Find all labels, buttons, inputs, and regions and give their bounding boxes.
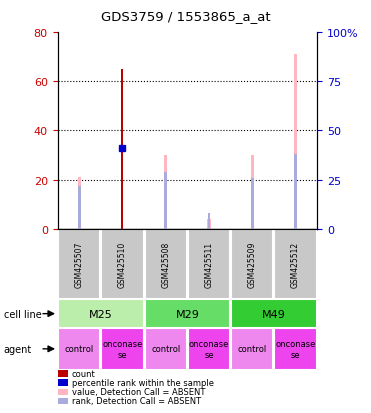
Bar [164, 172, 167, 229]
Bar [58, 229, 100, 299]
Bar [294, 55, 297, 229]
Text: agent: agent [4, 344, 32, 354]
Text: GSM425508: GSM425508 [161, 241, 170, 287]
Bar [275, 229, 317, 299]
Text: rank, Detection Call = ABSENT: rank, Detection Call = ABSENT [72, 396, 201, 406]
Text: control: control [151, 344, 180, 354]
Bar [58, 299, 144, 328]
Text: onconase
se: onconase se [275, 339, 316, 358]
Text: GSM425509: GSM425509 [248, 241, 257, 287]
Text: GSM425511: GSM425511 [204, 241, 213, 287]
Bar [188, 328, 230, 370]
Bar [78, 178, 81, 229]
Bar [231, 328, 273, 370]
Text: cell line: cell line [4, 309, 42, 319]
Text: value, Detection Call = ABSENT: value, Detection Call = ABSENT [72, 387, 205, 396]
Bar [101, 229, 144, 299]
Bar [294, 154, 297, 229]
Bar [251, 156, 254, 229]
Bar [78, 186, 81, 229]
Bar [188, 229, 230, 299]
Text: control: control [238, 344, 267, 354]
Text: GSM425510: GSM425510 [118, 241, 127, 287]
Bar [145, 328, 187, 370]
Text: control: control [65, 344, 94, 354]
Text: count: count [72, 369, 95, 378]
Bar [207, 219, 210, 229]
Text: M49: M49 [262, 309, 286, 319]
Bar [164, 156, 167, 229]
Bar [251, 178, 254, 229]
Text: percentile rank within the sample: percentile rank within the sample [72, 378, 214, 387]
Bar [208, 214, 210, 229]
Bar [145, 229, 187, 299]
Text: M29: M29 [175, 309, 199, 319]
Bar [58, 328, 100, 370]
Bar [101, 328, 144, 370]
Text: GSM425507: GSM425507 [75, 241, 83, 287]
Bar [231, 299, 317, 328]
Text: GDS3759 / 1553865_a_at: GDS3759 / 1553865_a_at [101, 10, 270, 23]
Text: onconase
se: onconase se [189, 339, 229, 358]
Text: M25: M25 [89, 309, 113, 319]
Bar [275, 328, 317, 370]
Bar [231, 229, 273, 299]
Bar [121, 70, 124, 229]
Bar [145, 299, 230, 328]
Text: GSM425512: GSM425512 [291, 241, 300, 287]
Text: onconase
se: onconase se [102, 339, 142, 358]
